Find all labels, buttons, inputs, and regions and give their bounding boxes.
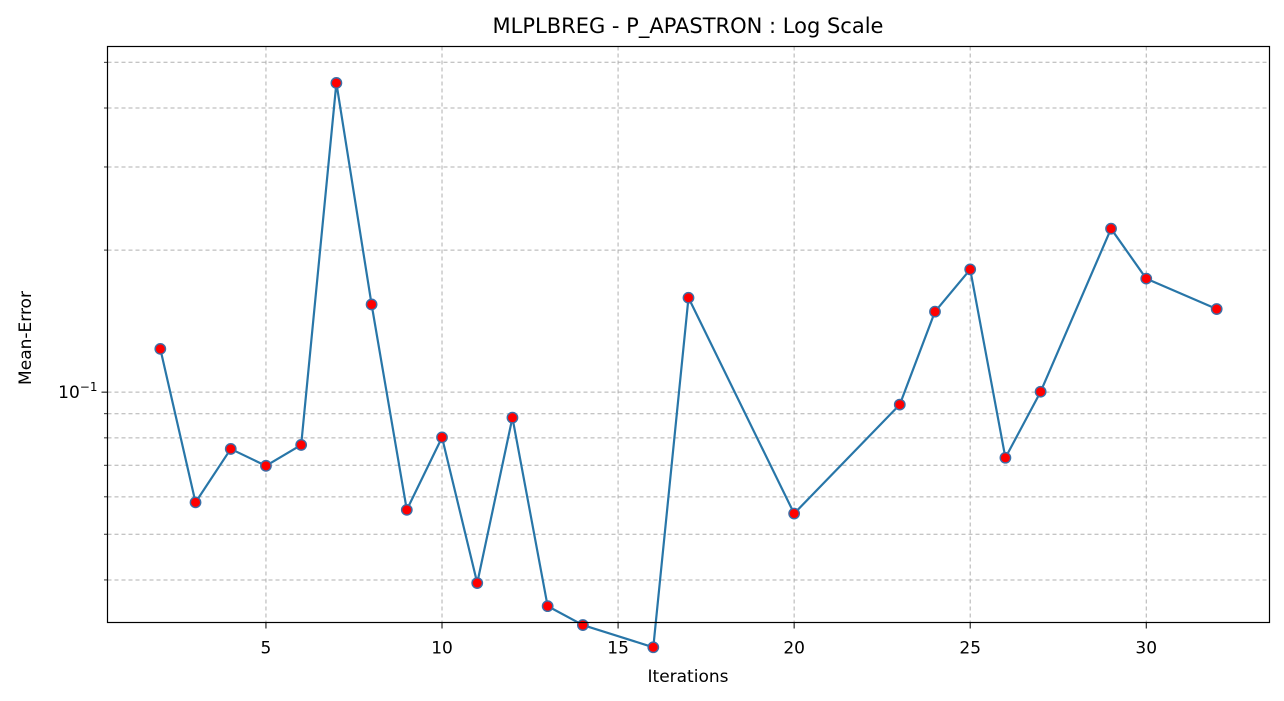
ticks: 5 10 15 20 25 30 10−1 (58, 61, 1157, 659)
x-tick-label: 25 (959, 639, 981, 659)
data-point (260, 459, 272, 472)
data-point (788, 507, 801, 520)
data-point (893, 398, 906, 411)
x-tick-label: 15 (607, 639, 629, 659)
data-point (330, 77, 343, 89)
data-point (1210, 303, 1223, 315)
y-axis-label: Mean-Error (16, 291, 36, 385)
data-point (1105, 222, 1117, 235)
x-tick-label: 20 (783, 639, 805, 659)
x-tick-label: 5 (261, 639, 272, 659)
data-point (1034, 385, 1047, 398)
data-point (682, 291, 695, 304)
data-point (1140, 272, 1153, 285)
plot-frame (106, 45, 1271, 624)
data-point (365, 298, 378, 311)
data-point (506, 411, 519, 424)
data-point (436, 431, 448, 444)
data-point (541, 600, 554, 613)
data-point (576, 619, 589, 631)
data-point (471, 577, 484, 589)
chart-title: MLPLBREG - P_APASTRON : Log Scale (493, 14, 884, 39)
data-point (295, 439, 308, 451)
x-axis-label: Iterations (648, 667, 729, 687)
data-point (189, 496, 202, 509)
data-point (929, 305, 941, 318)
data-point (964, 263, 977, 276)
x-tick-label: 10 (431, 639, 453, 659)
data-point (400, 503, 413, 516)
y-tick-label: 10−1 (58, 380, 97, 403)
x-tick-label: 30 (1135, 639, 1157, 659)
data-point (647, 641, 660, 654)
grid (107, 46, 1270, 623)
series-line (159, 81, 1218, 649)
data-point (154, 342, 167, 355)
data-point (999, 451, 1012, 464)
data-point (224, 443, 237, 455)
series-layer (154, 77, 1223, 654)
